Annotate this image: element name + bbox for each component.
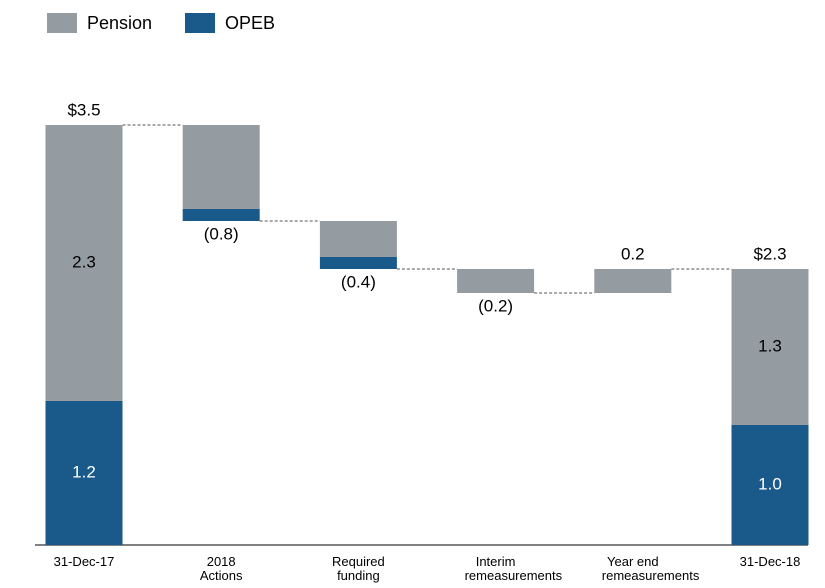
- bar-segment: [594, 269, 672, 293]
- total-label: (0.2): [478, 296, 513, 315]
- x-tick-label: 31-Dec-18: [739, 554, 801, 569]
- x-tick-label: Interim remeasurements: [464, 554, 563, 583]
- legend-swatch: [185, 13, 215, 33]
- bar-segment: [182, 125, 260, 209]
- total-label: $2.3: [753, 244, 786, 263]
- x-tick-label: 2018 Actions: [199, 554, 243, 583]
- total-label: $3.5: [67, 100, 100, 119]
- legend-swatch: [47, 13, 77, 33]
- segment-label: 1.3: [758, 336, 782, 355]
- bar-segment: [319, 257, 397, 269]
- bar-segment: [731, 269, 809, 425]
- bar-segment: [319, 221, 397, 257]
- x-tick-label: Required funding: [332, 554, 385, 583]
- total-label: (0.4): [341, 272, 376, 291]
- total-label: 0.2: [621, 244, 645, 263]
- legend-label: OPEB: [225, 13, 275, 33]
- bar-segment: [182, 209, 260, 221]
- bar-segment: [45, 401, 123, 545]
- legend-label: Pension: [87, 13, 152, 33]
- total-label: (0.8): [204, 224, 239, 243]
- bar-segment: [731, 425, 809, 545]
- bar-segment: [45, 125, 123, 401]
- segment-label: 2.3: [72, 252, 96, 271]
- segment-label: 1.2: [72, 462, 96, 481]
- bar-segment: [457, 269, 535, 293]
- x-tick-label: 31-Dec-17: [53, 554, 115, 569]
- segment-label: 1.0: [758, 474, 782, 493]
- x-tick-label: Year end remeasurements: [601, 554, 700, 583]
